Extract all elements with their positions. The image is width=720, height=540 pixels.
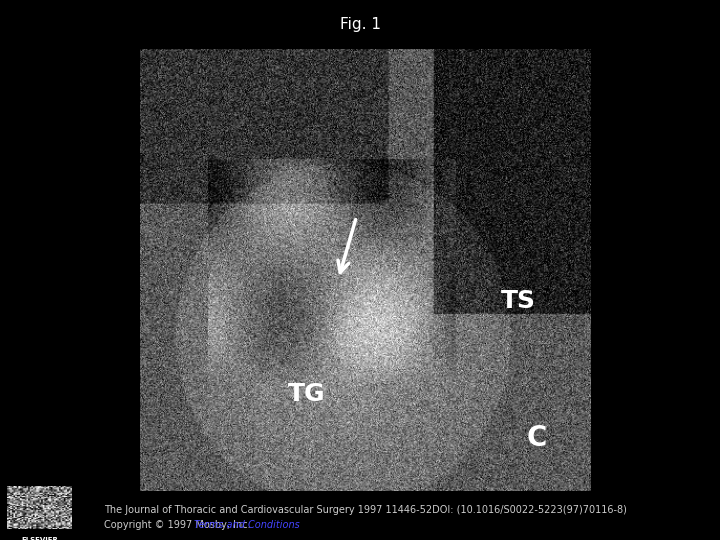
Text: Fig. 1: Fig. 1: [340, 17, 380, 32]
Text: TG: TG: [288, 382, 325, 406]
Text: TS: TS: [501, 289, 536, 313]
Text: Copyright © 1997 Mosby, Inc.: Copyright © 1997 Mosby, Inc.: [104, 520, 254, 530]
Text: Terms and Conditions: Terms and Conditions: [194, 520, 300, 530]
Text: The Journal of Thoracic and Cardiovascular Surgery 1997 11446-52DOI: (10.1016/S0: The Journal of Thoracic and Cardiovascul…: [104, 505, 627, 515]
Text: C: C: [526, 424, 546, 453]
Text: ELSEVIER: ELSEVIER: [21, 537, 58, 540]
